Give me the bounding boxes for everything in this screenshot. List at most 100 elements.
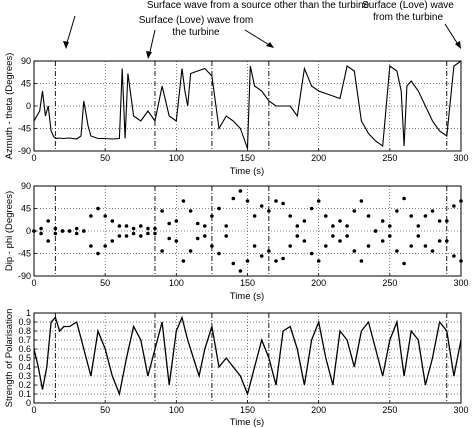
dip-point-s1 bbox=[46, 239, 50, 243]
dip-point-s0 bbox=[195, 221, 200, 226]
arrow-head-mid-a bbox=[146, 51, 152, 59]
panel-azimuth-ticks: 0 50 100 150 200 250 300 -90 -45 0 45 90 bbox=[18, 56, 469, 163]
dip-point-s1 bbox=[409, 244, 414, 248]
dip-point-s0 bbox=[388, 224, 392, 228]
panel-azimuth: 0 50 100 150 200 250 300 -90 -45 0 45 90 Azmuth - t… bbox=[4, 53, 469, 177]
dip-scatter-points bbox=[32, 189, 463, 273]
dip-point-s0 bbox=[338, 239, 342, 243]
dip-point-s1 bbox=[224, 234, 228, 238]
dip-point-s1 bbox=[395, 249, 399, 253]
dip-xtick-label: 150 bbox=[240, 278, 255, 288]
dip-ytick-label: 0 bbox=[26, 226, 31, 236]
dip-point-s0 bbox=[103, 214, 107, 218]
dip-xtick-label: 250 bbox=[382, 278, 397, 288]
dip-point-s0 bbox=[259, 254, 264, 258]
azimuth-ytick-label: 0 bbox=[26, 101, 31, 111]
dip-point-s1 bbox=[89, 244, 93, 248]
dip-ytick-label: -45 bbox=[18, 249, 31, 259]
strength-xtick-label: 250 bbox=[382, 405, 397, 415]
dip-point-s0 bbox=[359, 199, 364, 203]
strength-ytick-label: 0.1 bbox=[18, 389, 31, 399]
dip-point-s1 bbox=[309, 251, 314, 256]
dip-point-s1 bbox=[345, 234, 349, 238]
dip-point-s0 bbox=[324, 214, 328, 218]
dip-point-s1 bbox=[217, 206, 221, 211]
strength-ytick-label: 0.5 bbox=[18, 353, 31, 363]
dip-point-s0 bbox=[217, 251, 221, 256]
dip-point-s1 bbox=[245, 259, 250, 263]
dip-point-s0 bbox=[345, 224, 349, 228]
strength-ytick-label: 0.6 bbox=[18, 344, 31, 354]
strength-xtick-label: 50 bbox=[100, 405, 110, 415]
dip-point-s0 bbox=[188, 209, 193, 213]
dip-point-s0 bbox=[203, 234, 207, 238]
strength-ytick-label: 1 bbox=[26, 308, 31, 318]
dip-point-s0 bbox=[366, 214, 371, 218]
dip-ytick-label: 90 bbox=[21, 181, 31, 191]
azimuth-ylabel: Azmuth - theta (Degrees) bbox=[4, 53, 15, 160]
panel-dip: 0 50 100 150 200 250 300 -90 -45 0 45 90 Dip - phi … bbox=[4, 181, 469, 302]
panel-strength-event-markers bbox=[33, 313, 448, 403]
strength-series-line bbox=[33, 315, 462, 397]
dip-xtick-label: 200 bbox=[311, 278, 326, 288]
dip-point-s1 bbox=[402, 261, 406, 266]
dip-point-s1 bbox=[416, 224, 421, 228]
dip-point-s1 bbox=[181, 259, 186, 263]
dip-point-s1 bbox=[259, 204, 264, 208]
dip-point-s0 bbox=[74, 226, 79, 231]
dip-point-s0 bbox=[139, 234, 143, 238]
strength-ytick-label: 0.2 bbox=[18, 380, 31, 390]
dip-point-s1 bbox=[188, 249, 193, 253]
dip-point-s0 bbox=[224, 224, 228, 228]
dip-point-s1 bbox=[316, 259, 321, 263]
annotation-right-line1: Surface (Love) wave bbox=[362, 0, 454, 11]
annotation-right-line2: from the turbine bbox=[373, 12, 443, 23]
dip-xtick-label: 50 bbox=[100, 278, 110, 288]
azimuth-ytick-label: -90 bbox=[18, 146, 31, 156]
dip-point-s1 bbox=[167, 221, 171, 226]
dip-point-s1 bbox=[203, 224, 207, 228]
annotation-left: Surface wave from a source other than th… bbox=[147, 0, 370, 11]
azimuth-xtick-label: 300 bbox=[453, 153, 468, 163]
dip-point-s0 bbox=[402, 196, 406, 201]
dip-point-s1 bbox=[60, 229, 65, 233]
dip-point-s0 bbox=[252, 244, 257, 248]
strength-xlabel: Time (s) bbox=[230, 417, 264, 428]
dip-point-s0 bbox=[117, 224, 122, 228]
dip-point-s1 bbox=[430, 209, 435, 213]
strength-ytick-label: 0.4 bbox=[18, 362, 31, 372]
dip-ytick-label: -90 bbox=[18, 271, 31, 281]
dip-point-s0 bbox=[124, 224, 129, 228]
dip-point-s0 bbox=[459, 199, 463, 203]
dip-point-s1 bbox=[67, 229, 72, 233]
dip-point-s1 bbox=[459, 259, 463, 263]
dip-point-s0 bbox=[452, 204, 456, 208]
dip-point-s0 bbox=[96, 206, 100, 211]
dip-point-s0 bbox=[423, 244, 428, 248]
strength-xtick-label: 150 bbox=[240, 405, 255, 415]
azimuth-xtick-label: 200 bbox=[311, 153, 326, 163]
dip-point-s0 bbox=[245, 199, 250, 203]
dip-xtick-label: 300 bbox=[453, 278, 468, 288]
arrow-left bbox=[65, 15, 76, 47]
dip-point-s1 bbox=[74, 231, 79, 236]
strength-ytick-label: 0 bbox=[26, 398, 31, 408]
dip-point-s1 bbox=[423, 214, 428, 218]
dip-point-s0 bbox=[437, 239, 442, 243]
dip-point-s0 bbox=[288, 244, 293, 248]
dip-point-s1 bbox=[110, 239, 115, 243]
dip-point-s0 bbox=[160, 249, 164, 253]
dip-point-s1 bbox=[452, 254, 456, 258]
dip-point-s1 bbox=[117, 234, 122, 238]
dip-point-s1 bbox=[437, 219, 442, 223]
dip-point-s0 bbox=[181, 199, 186, 203]
dip-point-s1 bbox=[96, 251, 100, 256]
arrow-head-left bbox=[63, 41, 69, 49]
dip-point-s0 bbox=[167, 236, 171, 241]
dip-point-s1 bbox=[82, 229, 86, 233]
dip-point-s0 bbox=[409, 214, 414, 218]
azimuth-xtick-label: 250 bbox=[382, 153, 397, 163]
dip-point-s0 bbox=[352, 209, 357, 213]
dip-point-s1 bbox=[131, 231, 136, 236]
